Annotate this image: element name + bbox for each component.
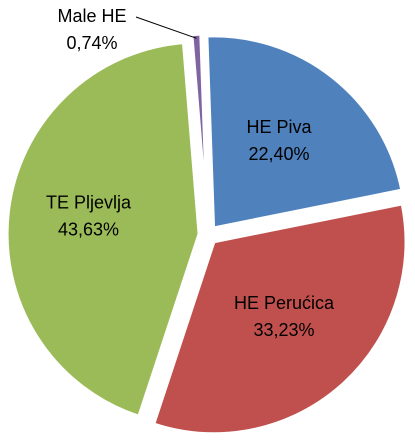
pie-slice-male-he: [190, 32, 209, 227]
slice-value-label: 43,63%: [58, 220, 119, 240]
pie-slice-he-peru-ica: [151, 202, 408, 436]
pie-slice-he-piva: [205, 34, 404, 230]
pie-slice-te-pljevlja: [5, 40, 201, 419]
slice-category-label: HE Piva: [247, 117, 313, 137]
slice-category-label: Male HE: [57, 6, 126, 26]
slice-category-label: HE Perućica: [234, 293, 335, 313]
slice-value-label: 33,23%: [253, 320, 314, 340]
leader-line-male-he: [135, 16, 197, 39]
slice-value-label: 22,40%: [249, 144, 310, 164]
slice-value-label: 0,74%: [66, 33, 117, 53]
slice-category-label: TE Pljevlja: [46, 193, 132, 213]
